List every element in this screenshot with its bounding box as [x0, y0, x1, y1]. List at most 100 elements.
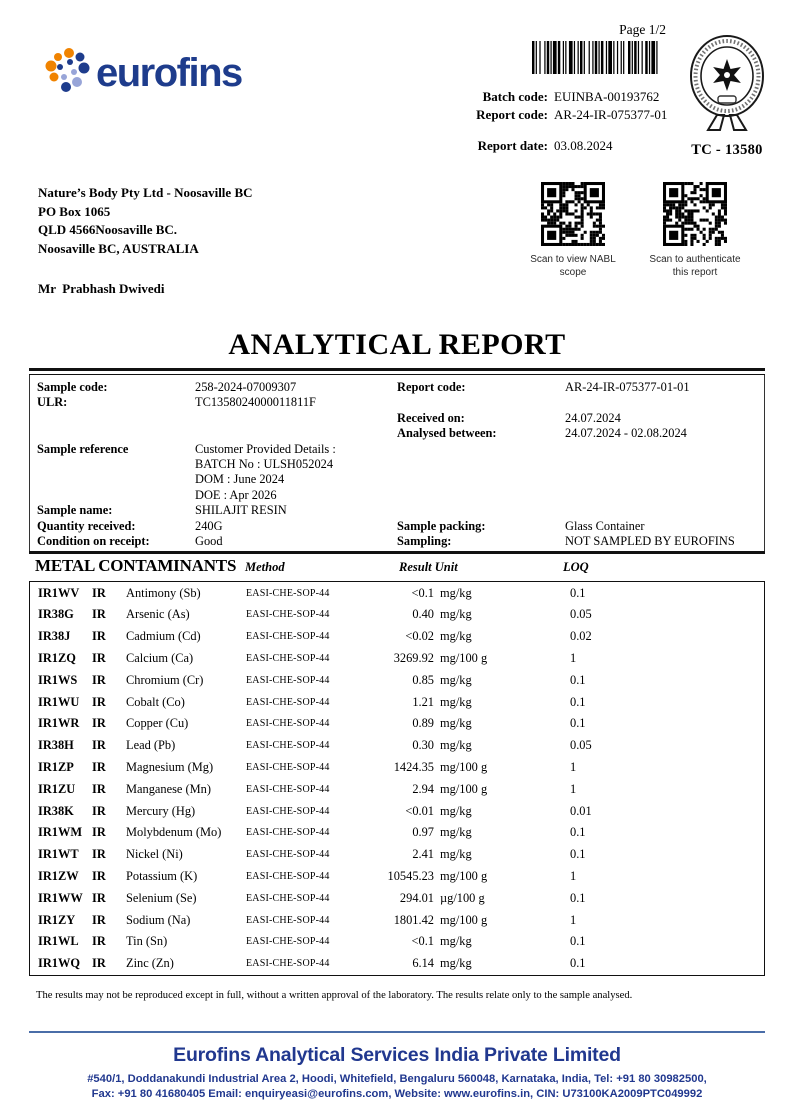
page-title: ANALYTICAL REPORT: [228, 328, 566, 361]
test-type: IR: [92, 847, 106, 862]
result-unit: mg/kg: [440, 607, 472, 622]
sample-reference-label: Sample reference: [37, 441, 129, 456]
accreditation-code: TC - 13580: [691, 142, 763, 158]
result-unit: mg/100 g: [440, 912, 488, 927]
table-row: IR1WU IR Cobalt (Co) EASI-CHE-SOP-44 1.21 mg/…: [30, 691, 764, 713]
method-value: EASI-CHE-SOP-44: [246, 609, 330, 621]
recipient-address: Nature’s Body Pty Ltd - Noosaville BC PO…: [38, 184, 253, 299]
batch-code-label: Batch code:: [482, 89, 548, 104]
test-type: IR: [92, 956, 106, 971]
test-type: IR: [92, 716, 106, 731]
parameter-name: Zinc (Zn): [126, 956, 174, 971]
qr-caption: this report: [672, 266, 718, 278]
parameter-name: Potassium (K): [126, 869, 198, 884]
table-row: IR1ZP IR Magnesium (Mg) EASI-CHE-SOP-44 1424…: [30, 757, 764, 779]
method-value: EASI-CHE-SOP-44: [246, 653, 330, 665]
result-value: 1.21: [412, 694, 434, 709]
test-code: IR1ZU: [38, 781, 76, 796]
table-row: IR38K IR Mercury (Hg) EASI-CHE-SOP-44 <0.01 m…: [30, 800, 764, 822]
result-unit: mg/kg: [440, 738, 472, 753]
loq-value: 0.1: [570, 694, 586, 709]
test-type: IR: [92, 760, 106, 775]
loq-value: 1: [570, 760, 577, 775]
condition-value: Good: [195, 533, 223, 548]
sample-packing-value: Glass Container: [565, 518, 645, 533]
logo-dots-icon: [45, 48, 90, 92]
result-value: 2.41: [412, 847, 434, 862]
footer-address-line: #540/1, Doddanakundi Industrial Area 2, …: [87, 1073, 707, 1085]
test-type: IR: [92, 781, 106, 796]
qr-nabl-scope: Scan to view NABL scope: [518, 182, 628, 279]
sampling-label: Sampling:: [397, 533, 452, 548]
test-code: IR1WV: [38, 585, 80, 600]
sample-name-label: Sample name:: [37, 503, 113, 518]
batch-report-codes: Batch code: EUINBA-00193762 Report code:…: [468, 88, 668, 123]
address-line: QLD 4566Noosaville BC.: [38, 222, 178, 237]
result-unit: mg/kg: [440, 934, 472, 949]
method-value: EASI-CHE-SOP-44: [246, 631, 330, 643]
test-code: IR1WS: [38, 672, 78, 687]
parameter-name: Selenium (Se): [126, 890, 197, 905]
result-unit: mg/100 g: [440, 869, 488, 884]
footer-address-line: Fax: +91 80 41680405 Email: enquiryeasi@…: [91, 1088, 703, 1100]
address-line: Noosaville BC, AUSTRALIA: [38, 240, 199, 256]
method-value: EASI-CHE-SOP-44: [246, 805, 330, 817]
table-row: IR1WW IR Selenium (Se) EASI-CHE-SOP-44 294.0…: [30, 887, 764, 909]
ulr-value: TC1358024000011811F: [195, 395, 316, 410]
loq-value: 0.1: [570, 672, 586, 687]
sample-info-section: Sample code: 258-2024-07009307 Report co…: [29, 375, 765, 552]
test-type: IR: [92, 869, 106, 884]
sample-code-value: 258-2024-07009307: [195, 380, 297, 394]
parameter-name: Tin (Sn): [126, 934, 168, 949]
table-row: IR1WT IR Nickel (Ni) EASI-CHE-SOP-44 2.41 mg/…: [30, 844, 764, 866]
table-row: IR1ZY IR Sodium (Na) EASI-CHE-SOP-44 1801.42…: [30, 909, 764, 931]
result-value: <0.01: [405, 803, 434, 818]
loq-value: 1: [570, 869, 577, 884]
nabl-seal-icon: [690, 35, 764, 131]
test-type: IR: [92, 672, 106, 687]
test-type: IR: [92, 585, 106, 600]
test-type: IR: [92, 651, 106, 666]
result-value: 2.94: [412, 781, 434, 796]
qr-authenticate: Scan to authenticate this report: [640, 182, 750, 279]
table-row: IR38G IR Arsenic (As) EASI-CHE-SOP-44 0.40 mg…: [30, 604, 764, 626]
method-value: EASI-CHE-SOP-44: [246, 958, 330, 970]
column-header-method: Method: [245, 560, 285, 575]
result-value: 0.89: [412, 716, 434, 731]
method-value: EASI-CHE-SOP-44: [246, 892, 330, 904]
parameter-name: Copper (Cu): [126, 716, 189, 731]
method-value: EASI-CHE-SOP-44: [246, 827, 330, 839]
result-value: <0.1: [411, 585, 434, 600]
barcode-icon: [532, 41, 658, 74]
test-code: IR1WT: [38, 847, 79, 862]
parameter-name: Molybdenum (Mo): [126, 825, 222, 840]
column-header-loq: LOQ: [563, 560, 589, 575]
sample-packing-label: Sample packing:: [397, 518, 486, 533]
divider: [29, 551, 765, 555]
table-row: IR1ZW IR Potassium (K) EASI-CHE-SOP-44 10545…: [30, 866, 764, 888]
result-value: 1424.35: [393, 760, 434, 775]
test-code: IR1ZP: [38, 760, 74, 775]
qr-caption: Scan to authenticate: [649, 254, 741, 265]
qr-code-icon: [663, 182, 727, 246]
analysed-between-label: Analysed between:: [397, 426, 497, 441]
result-value: <0.1: [411, 934, 434, 949]
result-value: 1801.42: [393, 912, 434, 927]
loq-value: 0.1: [570, 934, 586, 949]
parameter-name: Cadmium (Cd): [126, 629, 201, 644]
result-value: 0.30: [412, 738, 434, 753]
parameter-name: Calcium (Ca): [126, 651, 194, 666]
address-line: Nature’s Body Pty Ltd - Noosaville BC: [38, 185, 253, 200]
results-rows: IR1WV IR Antimony (Sb) EASI-CHE-SOP-44 <0.1 m…: [30, 582, 764, 974]
loq-value: 0.02: [570, 629, 592, 644]
quantity-received-value: 240G: [195, 518, 223, 533]
column-header-result-unit: Result Unit: [399, 560, 458, 575]
sampling-value: NOT SAMPLED BY EUROFINS: [565, 533, 735, 548]
received-on-value: 24.07.2024: [565, 410, 621, 425]
table-row: IR1WV IR Antimony (Sb) EASI-CHE-SOP-44 <0.1 m…: [30, 582, 764, 604]
table-row: IR38H IR Lead (Pb) EASI-CHE-SOP-44 0.30 mg/kg…: [30, 735, 764, 757]
method-value: EASI-CHE-SOP-44: [246, 783, 330, 795]
parameter-name: Arsenic (As): [126, 607, 190, 622]
footer-divider: [29, 1031, 765, 1033]
